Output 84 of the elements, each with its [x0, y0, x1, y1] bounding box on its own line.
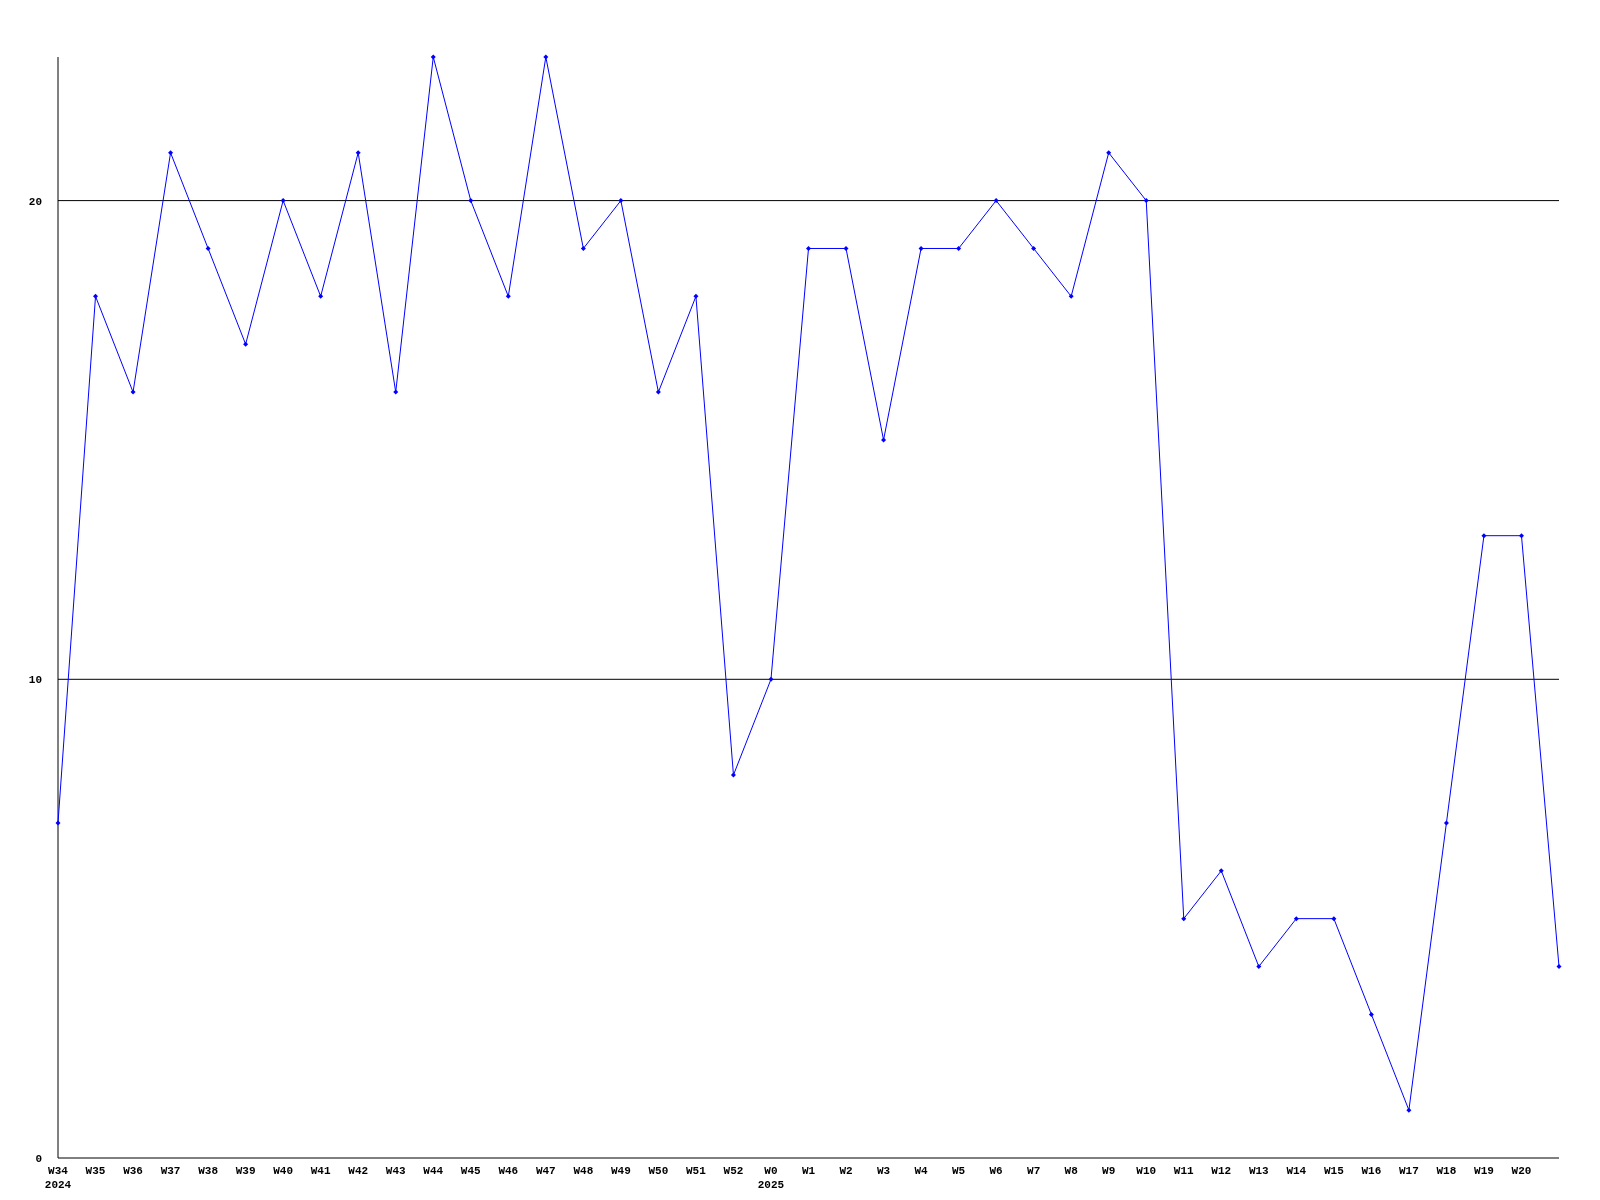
- x-tick-label: W43: [385, 1165, 407, 1177]
- point: [280, 198, 286, 204]
- x-tick-label: W35: [85, 1165, 106, 1177]
- x-tick-label: W12: [1211, 1165, 1232, 1177]
- x-tick-label: W39: [235, 1165, 256, 1177]
- x-tick-label: W2: [839, 1165, 853, 1177]
- point: [993, 198, 999, 204]
- point: [1218, 868, 1224, 874]
- x-tick-label: W47: [535, 1165, 556, 1177]
- point: [1406, 1107, 1412, 1113]
- point: [1181, 916, 1187, 922]
- y-tick-label: 10: [28, 674, 42, 687]
- point: [1518, 533, 1524, 539]
- x-tick-label: W49: [610, 1165, 631, 1177]
- point: [881, 437, 887, 443]
- point: [580, 245, 586, 251]
- point: [768, 676, 774, 682]
- point: [1443, 820, 1449, 826]
- x-tick-label: W40: [273, 1165, 294, 1177]
- point: [806, 245, 811, 251]
- x-tick-label: W13: [1248, 1165, 1270, 1177]
- x-tick-label: W18: [1436, 1165, 1457, 1177]
- x-tick-label: W51: [686, 1165, 707, 1177]
- x-tick-label: W11: [1173, 1165, 1195, 1177]
- point: [1481, 533, 1487, 539]
- point: [130, 389, 136, 395]
- x-tick-label: W14: [1286, 1165, 1307, 1177]
- x-tick-label: W8: [1064, 1165, 1079, 1177]
- point: [243, 341, 249, 347]
- y-tick-label: 0: [35, 1153, 42, 1165]
- point: [1031, 245, 1037, 251]
- x-tick-label: W7: [1027, 1165, 1041, 1177]
- point: [93, 293, 99, 299]
- x-tick-label: W41: [310, 1165, 331, 1177]
- point: [355, 150, 361, 156]
- x-tick-label: W4: [914, 1165, 929, 1177]
- point: [730, 772, 736, 778]
- x-tick-label: W46: [498, 1165, 519, 1177]
- x-tick-label: W1: [801, 1165, 816, 1177]
- x-tick-label: W34 2024: [44, 1165, 72, 1191]
- point: [1368, 1011, 1374, 1017]
- point: [393, 389, 399, 395]
- x-tick-label: W42: [348, 1165, 369, 1177]
- point: [918, 245, 924, 251]
- x-tick-label: W38: [198, 1165, 219, 1177]
- y-tick-label: 20: [28, 195, 42, 208]
- point: [618, 198, 624, 204]
- x-tick-label: W48: [573, 1165, 594, 1177]
- x-tick-label: W37: [160, 1165, 181, 1177]
- point: [1143, 198, 1149, 204]
- x-tick-label: W50: [648, 1165, 669, 1177]
- x-tick-label: W19: [1474, 1165, 1494, 1177]
- x-tick-label: W20: [1511, 1165, 1532, 1177]
- x-tick-label: W36: [123, 1165, 143, 1177]
- point: [956, 245, 962, 251]
- point: [1106, 150, 1112, 156]
- x-tick-label: W0 2025: [757, 1165, 785, 1191]
- point: [468, 198, 474, 204]
- x-tick-label: W52: [723, 1165, 744, 1177]
- x-tick-label: W17: [1398, 1165, 1419, 1177]
- x-tick-label: W5: [952, 1165, 966, 1177]
- x-tick-label: W15: [1323, 1165, 1345, 1177]
- x-tick-label: W45: [460, 1165, 482, 1177]
- point: [430, 54, 436, 60]
- x-tick-label: W44: [423, 1165, 444, 1177]
- point: [1293, 916, 1299, 922]
- point: [318, 293, 324, 299]
- point: [205, 245, 211, 251]
- point: [655, 389, 661, 395]
- point: [543, 54, 549, 60]
- x-tick-label: W6: [989, 1165, 1003, 1177]
- x-tick-label: W10: [1136, 1165, 1157, 1177]
- x-tick-label: W16: [1361, 1165, 1382, 1177]
- point: [505, 293, 511, 299]
- point: [693, 293, 699, 299]
- point: [1256, 964, 1262, 970]
- x-tick-label: W9: [1102, 1165, 1116, 1177]
- point: [843, 245, 849, 251]
- point: [1331, 916, 1337, 922]
- point: [55, 820, 61, 826]
- point: [1068, 293, 1074, 299]
- point: [1556, 964, 1562, 970]
- x-tick-label: W3: [876, 1165, 891, 1177]
- point: [168, 150, 174, 156]
